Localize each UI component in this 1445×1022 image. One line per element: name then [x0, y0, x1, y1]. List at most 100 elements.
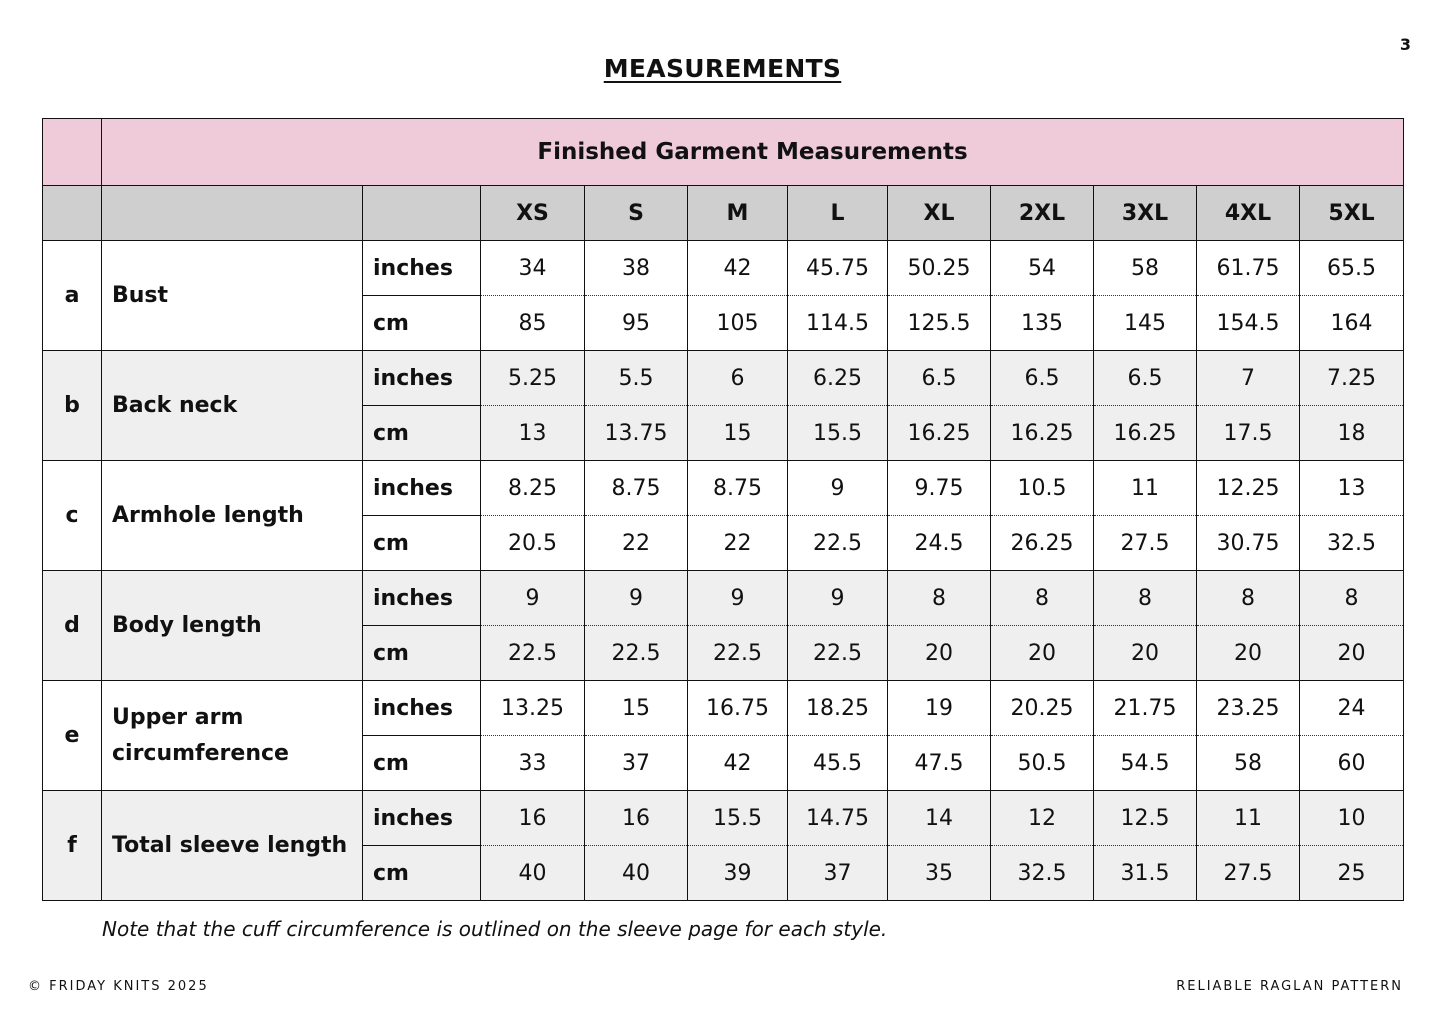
value-cell: 8 — [990, 570, 1094, 626]
table-heading: Finished Garment Measurements — [100, 118, 1405, 186]
table-row-cm: cm 40 40 39 37 35 32.5 31.5 27.5 25 — [43, 845, 1405, 901]
value-cell: 9 — [584, 570, 688, 626]
value-cell: 7 — [1196, 350, 1300, 406]
table-row-inches: d Body length inches 9 9 9 9 8 8 8 8 8 — [42, 570, 1405, 681]
size-header-m: M — [687, 185, 788, 241]
value-cell: 8.25 — [480, 460, 585, 516]
unit-label-cm: cm — [362, 625, 481, 681]
value-cell: 22.5 — [787, 515, 888, 571]
measurement-letter: d — [42, 570, 102, 681]
value-cell: 10.5 — [990, 460, 1094, 516]
value-cell: 38 — [584, 240, 688, 296]
size-header-3xl: 3XL — [1093, 185, 1197, 241]
page-number: 3 — [1399, 35, 1411, 54]
value-cell: 18 — [1298, 405, 1405, 461]
value-cell: 12.25 — [1196, 460, 1300, 516]
value-cell: 20.5 — [480, 515, 585, 571]
value-cell: 11 — [1196, 790, 1300, 846]
value-cell: 20 — [1093, 625, 1197, 681]
value-cell: 37 — [787, 845, 888, 901]
value-cell: 40 — [584, 845, 688, 901]
value-cell: 12.5 — [1093, 790, 1197, 846]
value-cell: 6.5 — [887, 350, 991, 406]
unit-label-inches: inches — [362, 790, 481, 846]
value-cell: 164 — [1298, 295, 1405, 351]
value-cell: 11 — [1093, 460, 1197, 516]
value-cell: 9 — [480, 570, 585, 626]
value-cell: 27.5 — [1196, 845, 1300, 901]
value-cell: 15.5 — [787, 405, 888, 461]
value-cell: 8.75 — [687, 460, 788, 516]
value-cell: 154.5 — [1196, 295, 1300, 351]
value-cell: 16 — [480, 790, 585, 846]
table-row-cm: cm 13 13.75 15 15.5 16.25 16.25 16.25 17.5 18 — [43, 405, 1405, 461]
footnote: Note that the cuff circumference is outl… — [102, 917, 888, 941]
value-cell: 13 — [480, 405, 585, 461]
value-cell: 50.5 — [990, 735, 1094, 791]
value-cell: 45.5 — [787, 735, 888, 791]
value-cell: 24 — [1298, 680, 1405, 736]
size-header-5xl: 5XL — [1298, 185, 1405, 241]
measurement-name: Back neck — [101, 350, 363, 461]
table-row-cm: cm 22.5 22.5 22.5 22.5 20 20 20 20 20 — [43, 625, 1405, 681]
value-cell: 145 — [1093, 295, 1197, 351]
unit-label-cm: cm — [362, 295, 481, 351]
value-cell: 20 — [1196, 625, 1300, 681]
value-cell: 50.25 — [887, 240, 991, 296]
value-cell: 58 — [1196, 735, 1300, 791]
value-cell: 10 — [1298, 790, 1405, 846]
value-cell: 95 — [584, 295, 688, 351]
value-cell: 34 — [480, 240, 585, 296]
value-cell: 20.25 — [990, 680, 1094, 736]
value-cell: 5.25 — [480, 350, 585, 406]
unit-label-inches: inches — [362, 570, 481, 626]
value-cell: 5.5 — [584, 350, 688, 406]
value-cell: 6 — [687, 350, 788, 406]
value-cell: 30.75 — [1196, 515, 1300, 571]
footer-brand: FRIDAY KNITS 2025 — [49, 979, 209, 994]
value-cell: 39 — [687, 845, 788, 901]
unit-label-cm: cm — [362, 515, 481, 571]
table-row-inches: c Armhole length inches 8.25 8.75 8.75 9 9.75 10… — [42, 460, 1405, 571]
value-cell: 26.25 — [990, 515, 1094, 571]
value-cell: 9 — [787, 460, 888, 516]
value-cell: 16 — [584, 790, 688, 846]
page-title: MEASUREMENTS — [603, 54, 842, 83]
footer-right: RELIABLE RAGLAN PATTERN — [1176, 979, 1403, 994]
measurements-table: Finished Garment Measurements XS S M L XL 2XL… — [42, 118, 1405, 901]
value-cell: 31.5 — [1093, 845, 1197, 901]
size-header-4xl: 4XL — [1196, 185, 1300, 241]
value-cell: 37 — [584, 735, 688, 791]
value-cell: 65.5 — [1298, 240, 1405, 296]
unit-label-cm: cm — [362, 735, 481, 791]
value-cell: 9 — [787, 570, 888, 626]
value-cell: 14.75 — [787, 790, 888, 846]
value-cell: 8.75 — [584, 460, 688, 516]
footer-left: © FRIDAY KNITS 2025 — [28, 979, 209, 994]
value-cell: 22.5 — [687, 625, 788, 681]
value-cell: 6.5 — [1093, 350, 1197, 406]
table-row-inches: e Upper arm circumference inches 13.25 15 16.… — [42, 680, 1405, 791]
value-cell: 22 — [584, 515, 688, 571]
value-cell: 45.75 — [787, 240, 888, 296]
size-header-spacer — [362, 185, 481, 241]
value-cell: 54.5 — [1093, 735, 1197, 791]
value-cell: 85 — [480, 295, 585, 351]
value-cell: 23.25 — [1196, 680, 1300, 736]
size-header-spacer — [42, 185, 102, 241]
value-cell: 13 — [1298, 460, 1405, 516]
value-cell: 16.75 — [687, 680, 788, 736]
value-cell: 22.5 — [787, 625, 888, 681]
heading-spacer — [42, 118, 102, 186]
copyright-icon: © — [28, 979, 43, 994]
measurement-name: Upper arm circumference — [101, 680, 363, 791]
value-cell: 16.25 — [1093, 405, 1197, 461]
value-cell: 8 — [1298, 570, 1405, 626]
value-cell: 16.25 — [990, 405, 1094, 461]
measurement-letter: b — [42, 350, 102, 461]
value-cell: 17.5 — [1196, 405, 1300, 461]
size-header-spacer — [101, 185, 363, 241]
measurement-letter: c — [42, 460, 102, 571]
value-cell: 8 — [1093, 570, 1197, 626]
